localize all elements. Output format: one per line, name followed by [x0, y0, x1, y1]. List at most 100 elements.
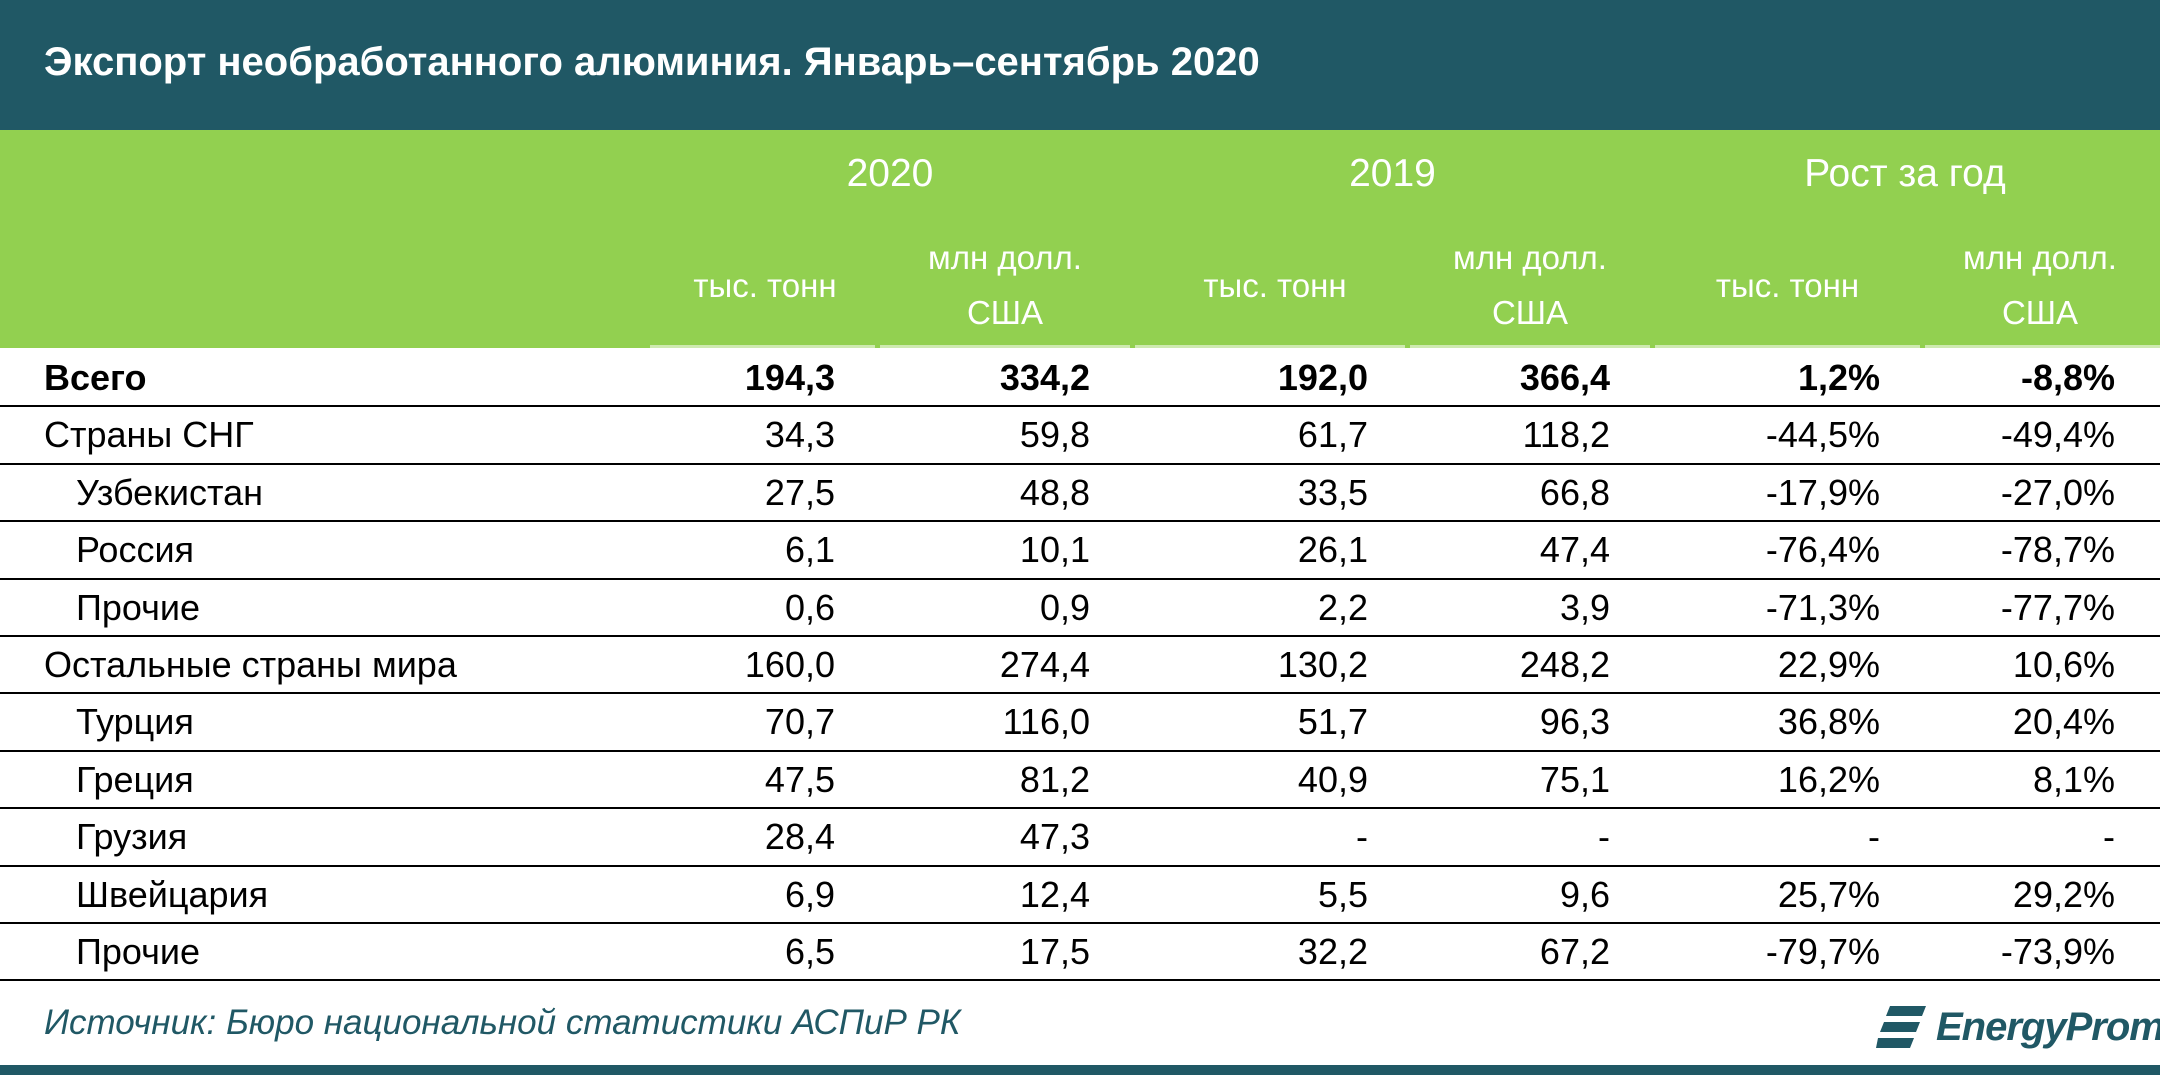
header-group-2020: 2020 — [846, 152, 934, 195]
table-cell: 48,8 — [1019, 471, 1090, 513]
title-bar: Экспорт необработанного алюминия. Январь… — [0, 0, 2160, 130]
logo-text: EnergyProm — [1936, 1004, 2160, 1049]
header-group-growth: Рост за год — [1804, 152, 2006, 195]
table-cell: 25,7% — [1777, 873, 1880, 915]
table-cell: -73,9% — [2000, 930, 2115, 972]
table-cell: 27,5 — [764, 471, 835, 513]
table-cell: 67,2 — [1539, 930, 1610, 972]
row-label: Прочие — [76, 930, 201, 972]
table-cell: - — [2103, 816, 2115, 858]
table-cell: 40,9 — [1297, 758, 1368, 800]
table-row: Остальные страны мира 160,0 274,4 130,2 248,… — [0, 637, 2160, 695]
table-cell: 6,5 — [784, 930, 835, 972]
table-header: 2020 2019 Рост за год тыс. тонн млн долл… — [0, 130, 2160, 348]
header-unit-growth-tonnes: тыс. тонн — [1670, 230, 1905, 340]
table-cell: 2,2 — [1317, 586, 1368, 628]
table-cell: -76,4% — [1765, 529, 1880, 571]
table-cell: 9,6 — [1559, 873, 1610, 915]
header-group-2019: 2019 — [1349, 152, 1436, 195]
header-divider — [1655, 345, 1920, 348]
table-cell: 32,2 — [1297, 930, 1368, 972]
table-cell: 5,5 — [1317, 873, 1368, 915]
table-row: Турция 70,7 116,0 51,7 96,3 36,8% 20,4% — [0, 694, 2160, 752]
row-label: Греция — [76, 758, 194, 800]
header-unit-line: тыс. тонн — [1203, 266, 1347, 304]
header-divider — [880, 345, 1130, 348]
table-row: Грузия 28,4 47,3 - - - - — [0, 809, 2160, 867]
row-label: Остальные страны мира — [44, 643, 457, 685]
table-cell: 51,7 — [1297, 701, 1368, 743]
table-cell: 61,7 — [1297, 414, 1368, 456]
table-cell: 28,4 — [764, 816, 835, 858]
row-label: Страны СНГ — [44, 414, 254, 456]
table-cell: 20,4% — [2012, 701, 2115, 743]
header-divider — [1135, 345, 1405, 348]
table-cell: 34,3 — [764, 414, 835, 456]
table-cell: 22,9% — [1777, 643, 1880, 685]
header-unit-2020-tonnes: тыс. тонн — [650, 230, 880, 340]
row-label: Грузия — [76, 816, 188, 858]
header-unit-line: США — [1491, 294, 1569, 331]
table-cell: -8,8% — [2020, 357, 2115, 398]
table-row: Узбекистан 27,5 48,8 33,5 66,8 -17,9% -27,0% — [0, 465, 2160, 523]
table-cell: 70,7 — [764, 701, 835, 743]
table-cell: 194,3 — [744, 357, 835, 398]
table-cell: 81,2 — [1019, 758, 1090, 800]
table-cell: 10,1 — [1019, 529, 1090, 571]
table-cell: 16,2% — [1777, 758, 1880, 800]
header-divider — [1410, 345, 1650, 348]
energyprom-logo: EnergyProm — [1876, 997, 2160, 1057]
header-unit-line: млн долл. — [1963, 239, 2117, 276]
table-cell: 274,4 — [999, 643, 1090, 685]
row-label: Всего — [44, 357, 147, 398]
table-cell: 59,8 — [1019, 414, 1090, 456]
header-unit-2019-tonnes: тыс. тонн — [1160, 230, 1390, 340]
bottom-bar — [0, 1065, 2160, 1075]
table-cell: 160,0 — [744, 643, 835, 685]
table-cell: 192,0 — [1277, 357, 1368, 398]
table-cell: - — [1598, 816, 1610, 858]
table-row: Прочие 0,6 0,9 2,2 3,9 -71,3% -77,7% — [0, 580, 2160, 637]
header-unit-growth-usd: млн долл. США — [1925, 230, 2155, 340]
table-cell: 12,4 — [1019, 873, 1090, 915]
header-unit-line: млн долл. — [928, 239, 1082, 276]
header-divider — [1925, 345, 2160, 348]
table-cell: 6,1 — [784, 529, 835, 571]
table-body: Всего 194,3 334,2 192,0 366,4 1,2% -8,8% Страны… — [0, 350, 2160, 982]
table-row: Греция 47,5 81,2 40,9 75,1 16,2% 8,1% — [0, 752, 2160, 810]
table-cell: 116,0 — [1002, 701, 1090, 743]
table-cell: -79,7% — [1765, 930, 1880, 972]
table-row: Швейцария 6,9 12,4 5,5 9,6 25,7% 29,2% — [0, 867, 2160, 924]
table-cell: 0,9 — [1039, 586, 1090, 628]
row-label: Россия — [76, 529, 195, 571]
table-cell: 33,5 — [1297, 471, 1368, 513]
row-label: Узбекистан — [76, 471, 264, 513]
header-unit-2020-usd: млн долл. США — [890, 230, 1120, 340]
row-label: Швейцария — [76, 873, 269, 915]
table-cell: 3,9 — [1559, 586, 1610, 628]
page-title: Экспорт необработанного алюминия. Январь… — [44, 40, 1260, 84]
table-cell: 29,2% — [2012, 873, 2115, 915]
header-unit-line: тыс. тонн — [1715, 266, 1860, 304]
table-row: Прочие 6,5 17,5 32,2 67,2 -79,7% -73,9% — [0, 924, 2160, 982]
table-cell: 334,2 — [999, 357, 1090, 398]
table-row: Россия 6,1 10,1 26,1 47,4 -76,4% -78,7% — [0, 522, 2160, 580]
table-row: Страны СНГ 34,3 59,8 61,7 118,2 -44,5% -49,4% — [0, 407, 2160, 465]
table-cell: 10,6% — [2012, 643, 2115, 685]
header-unit-line: млн долл. — [1453, 239, 1607, 276]
header-divider — [650, 345, 875, 348]
table-cell: 96,3 — [1539, 701, 1610, 743]
table-cell: -27,0% — [2000, 471, 2115, 513]
header-unit-line: тыс. тонн — [693, 266, 837, 304]
table-cell: -49,4% — [2000, 414, 2115, 456]
source-note: Источник: Бюро национальной статистики А… — [44, 1003, 961, 1042]
table-cell: 47,4 — [1539, 529, 1610, 571]
table-cell: 1,2% — [1797, 357, 1880, 398]
table-cell: 26,1 — [1297, 529, 1368, 571]
table-cell: 118,2 — [1522, 414, 1610, 456]
row-label: Турция — [76, 701, 194, 743]
table-cell: 47,3 — [1019, 816, 1090, 858]
table-cell: -44,5% — [1765, 414, 1880, 456]
table-cell: -77,7% — [2000, 586, 2115, 628]
